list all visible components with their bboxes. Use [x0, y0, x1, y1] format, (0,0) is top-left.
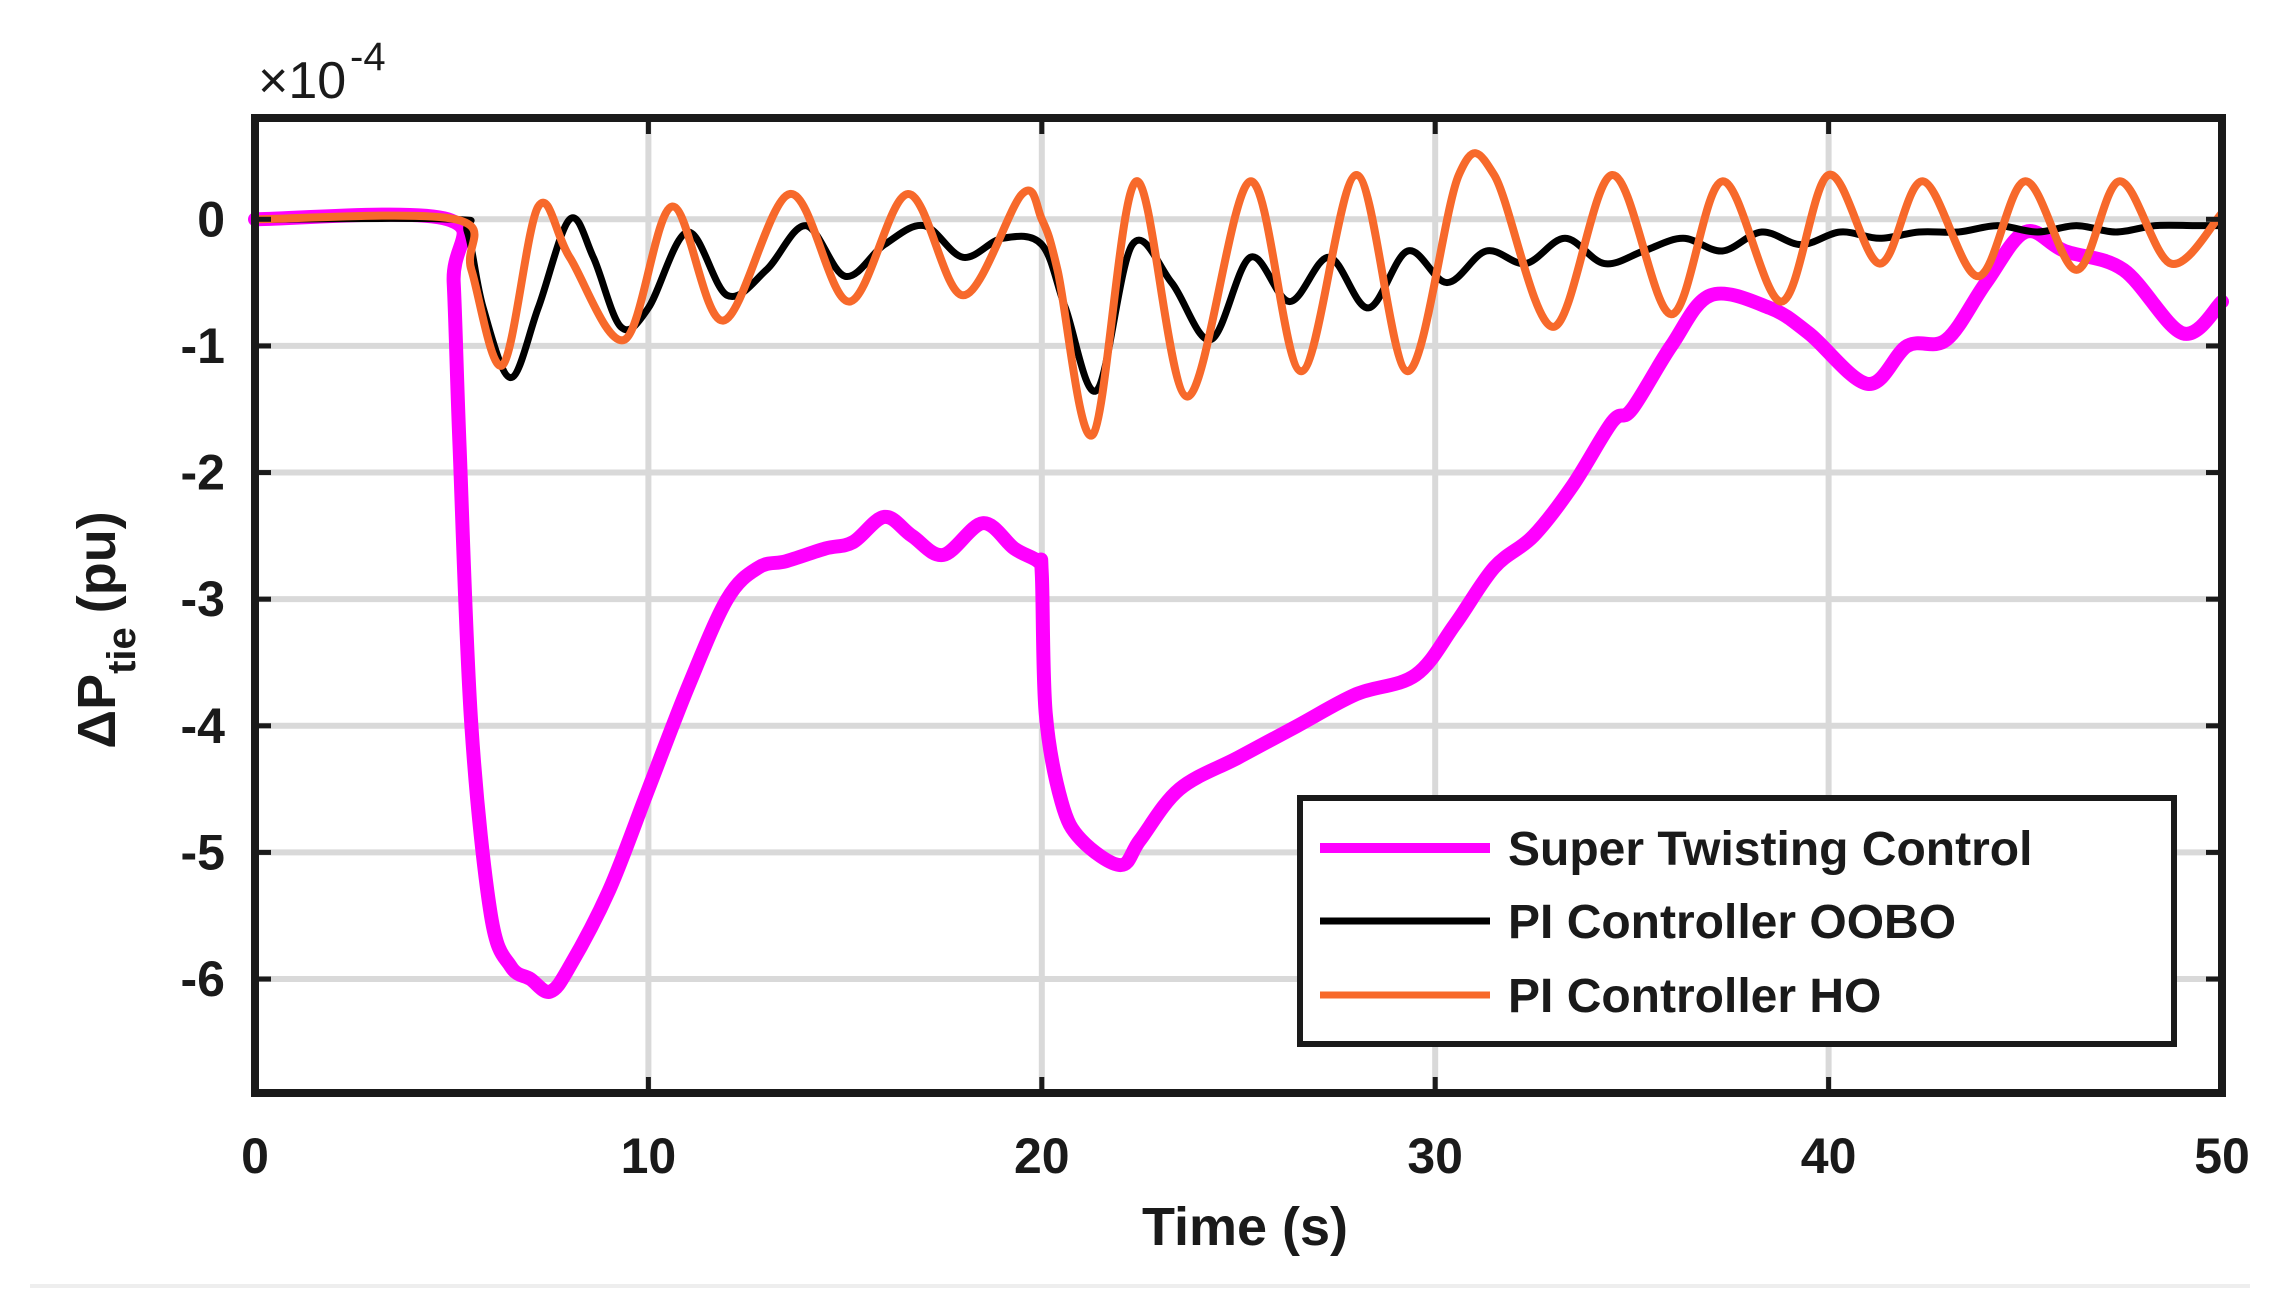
- y-axis-label: ΔPtie (pu): [67, 511, 144, 748]
- y-tick-label: -4: [181, 698, 226, 754]
- x-tick-label: 40: [1801, 1128, 1857, 1184]
- plot-frame: [251, 114, 2226, 1097]
- y-tick-label: 0: [197, 191, 225, 247]
- y-tick-label: -5: [181, 824, 225, 880]
- scale-exponent: -4: [350, 35, 386, 79]
- y-tick-labels: 0 -1 -2 -3 -4 -5 -6: [181, 191, 226, 1007]
- series-layer: [248, 149, 2229, 999]
- y-tick-label: -3: [181, 571, 225, 627]
- y-tick-label: -6: [181, 951, 225, 1007]
- series-super-twisting-line: [248, 207, 2229, 999]
- legend-label-pi-oobo: PI Controller OOBO: [1508, 896, 1956, 949]
- legend: Super Twisting Control PI Controller OOB…: [1297, 795, 2177, 1047]
- y-tick-label: -1: [181, 318, 225, 374]
- bottom-rule: [30, 1284, 2250, 1288]
- series-pi-ho-line: [251, 149, 2226, 440]
- y-axis-label-unit: (pu): [67, 511, 127, 613]
- x-tick-label: 10: [621, 1128, 677, 1184]
- x-tick-label: 50: [2194, 1128, 2250, 1184]
- scale-multiplier: ×10: [258, 52, 346, 110]
- x-tick-labels: 0 10 20 30 40 50: [241, 1128, 2250, 1184]
- y-axis-label-main: ΔP: [67, 674, 127, 749]
- x-tick-label: 0: [241, 1128, 269, 1184]
- x-tick-label: 30: [1407, 1128, 1463, 1184]
- tick-marks: [252, 118, 2225, 1093]
- legend-label-super-twisting: Super Twisting Control: [1508, 823, 2032, 876]
- legend-label-pi-ho: PI Controller HO: [1508, 970, 1881, 1023]
- x-tick-label: 20: [1014, 1128, 1070, 1184]
- series-pi-oobo-line: [251, 214, 2226, 395]
- x-axis-label: Time (s): [1142, 1197, 1348, 1257]
- y-tick-label: -2: [181, 445, 225, 501]
- svg-text:ΔPtie(pu): ΔPtie (pu): [67, 511, 144, 748]
- y-axis-label-sub: tie: [100, 627, 144, 674]
